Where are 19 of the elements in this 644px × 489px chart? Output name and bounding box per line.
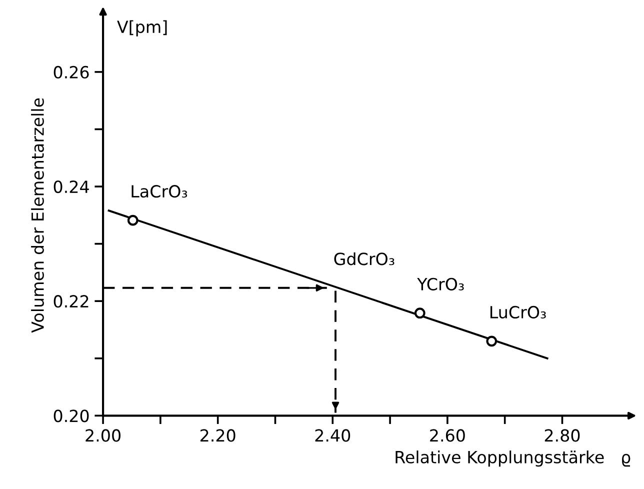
annotation: GdCrO₃ (334, 252, 394, 266)
y-tick-label: 0.22 (54, 295, 88, 308)
annotation: YCrO₃ (417, 278, 464, 290)
x-axis-title: Relative Kopplungsstärke ϱ (396, 450, 630, 467)
x-tick-label: 2.40 (315, 429, 350, 442)
y-tick-label: 0.20 (54, 410, 89, 422)
point (127, 214, 138, 226)
point (414, 308, 426, 319)
y-tick-label: 0.24 (54, 180, 89, 194)
x-tick-label: 2.80 (544, 429, 580, 442)
point (486, 336, 498, 347)
x-tick-label: 2.60 (430, 429, 465, 442)
y-tick-label: 0.26 (54, 66, 89, 79)
x-tick-label: 2.00 (86, 429, 120, 442)
annotation: LuCrO₃ (490, 306, 546, 319)
annotation: V[pm] (117, 20, 167, 36)
x-tick-label: 2.20 (200, 429, 236, 442)
annotation: LaCrO₃ (132, 185, 188, 198)
y-axis-title: Volumen der Elementarzelle (31, 98, 44, 333)
